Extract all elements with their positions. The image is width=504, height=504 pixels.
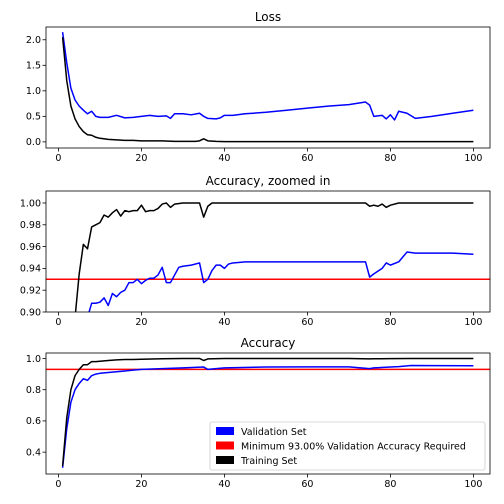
subplot-3: Accuracy 0 20 40 60 80 100 0.4 0.6 0.8 1.0 Validati…: [26, 336, 491, 490]
subplot-2: Accuracy, zoomed in 0 20 40 60 80 100 0.90 0.92 0…: [20, 174, 491, 328]
legend-swatch: [216, 441, 234, 450]
axes-frame: [45, 352, 491, 475]
x-tick-label: 80: [384, 153, 396, 164]
y-tick-label: 0.5: [26, 112, 41, 123]
x-tick-label: 40: [218, 317, 230, 328]
y-tick-label: 1.5: [26, 61, 41, 72]
plot-area: [61, 32, 474, 143]
legend-swatch: [216, 456, 234, 464]
y-tick-label: 0.98: [20, 220, 41, 231]
axes-frame: [45, 190, 491, 313]
training-line: [61, 37, 474, 143]
y-tick-label: 1.00: [20, 198, 41, 209]
plot-area: [46, 202, 490, 312]
y-tick-label: 0.8: [26, 385, 41, 396]
x-tick-label: 60: [301, 317, 313, 328]
x-tick-label: 80: [384, 479, 396, 490]
chart-title: Loss: [255, 10, 281, 24]
x-tick-label: 40: [218, 479, 230, 490]
training-line: [61, 357, 474, 467]
x-tick-label: 40: [218, 153, 230, 164]
y-tick-label: 0.94: [20, 264, 41, 275]
training-line: [74, 202, 474, 312]
y-tick-label: 1.0: [26, 86, 41, 97]
legend-swatch: [216, 427, 234, 435]
x-tick-label: 100: [464, 153, 482, 164]
y-tick-label: 2.0: [26, 35, 41, 46]
legend: Validation Set Minimum 93.00% Validation …: [209, 421, 486, 471]
x-tick-label: 60: [301, 479, 313, 490]
y-tick-label: 0.96: [20, 242, 41, 253]
legend-label: Training Set: [240, 456, 297, 467]
legend-label: Minimum 93.00% Validation Accuracy Requi…: [241, 442, 466, 453]
x-tick-label: 20: [135, 317, 147, 328]
chart-title: Accuracy: [241, 336, 296, 350]
plot-area: [46, 357, 490, 468]
validation-line: [61, 364, 474, 468]
y-tick-label: 0.6: [26, 416, 41, 427]
x-tick-label: 20: [135, 153, 147, 164]
validation-line: [88, 251, 474, 312]
legend-box: [209, 421, 486, 471]
x-tick-label: 80: [384, 317, 396, 328]
x-tick-label: 0: [55, 317, 61, 328]
x-tick-label: 0: [55, 479, 61, 490]
y-tick-label: 0.90: [20, 307, 41, 318]
x-tick-label: 60: [301, 153, 313, 164]
x-tick-label: 0: [55, 153, 61, 164]
subplot-1: Loss 0 20 40 60 80 100 0.0 0.5 1.0 1.5 2.0: [26, 10, 491, 164]
legend-label: Validation Set: [241, 427, 307, 438]
x-tick-label: 20: [135, 479, 147, 490]
y-tick-label: 1.0: [26, 354, 41, 365]
axes-frame: [45, 26, 491, 149]
y-tick-label: 0.92: [20, 285, 41, 296]
chart-title: Accuracy, zoomed in: [206, 174, 331, 188]
validation-line: [61, 32, 474, 121]
x-tick-label: 100: [464, 317, 482, 328]
y-tick-label: 0.0: [26, 137, 41, 148]
y-tick-label: 0.4: [26, 447, 41, 458]
x-tick-label: 100: [464, 479, 482, 490]
